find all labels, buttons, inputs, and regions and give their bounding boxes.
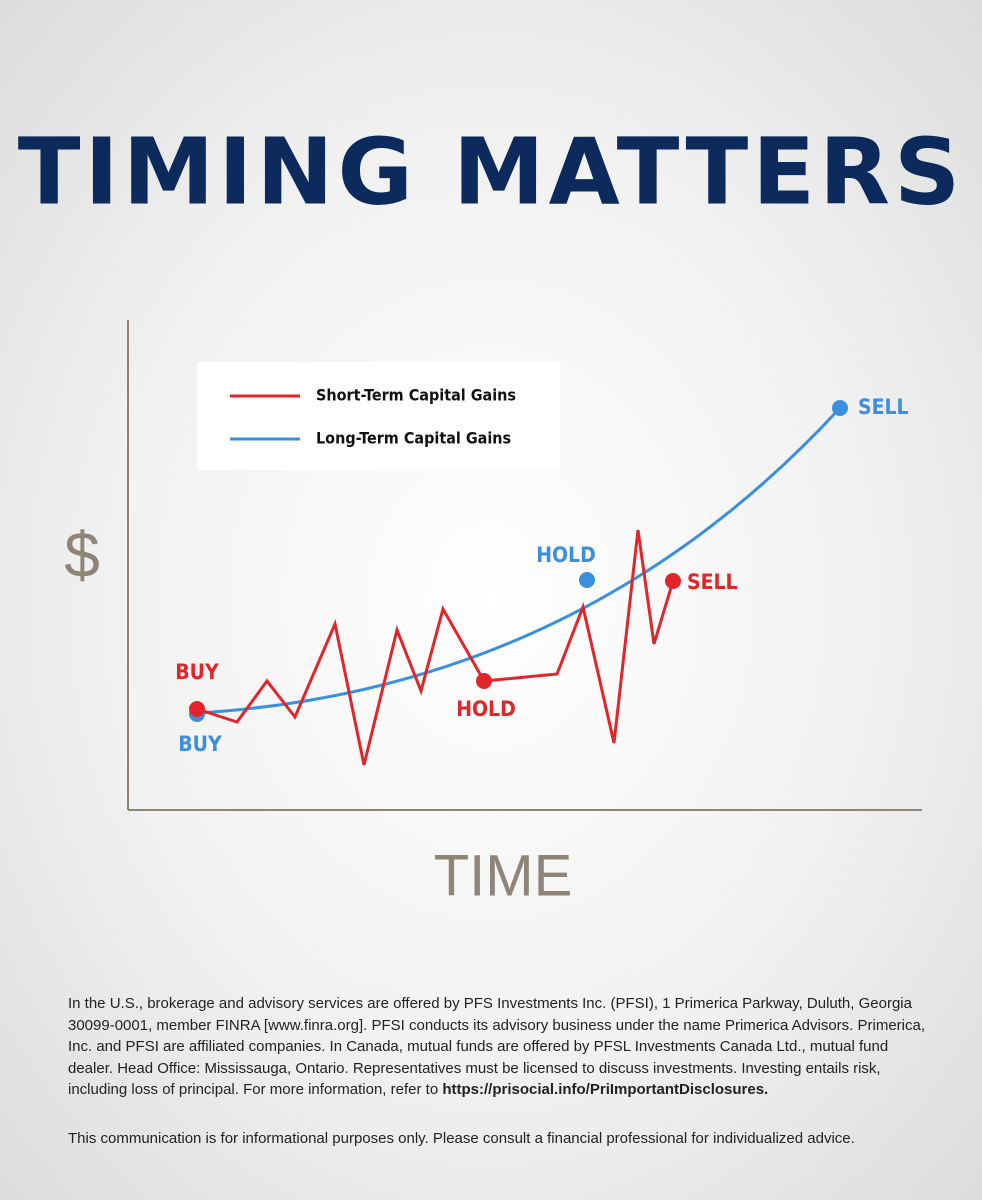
annotation: HOLD: [536, 543, 596, 567]
short-buy-dot: [189, 701, 205, 717]
annotation: HOLD: [456, 697, 516, 721]
legend-label: Short-Term Capital Gains: [316, 386, 516, 405]
annotation: BUY: [178, 732, 222, 756]
annotation: SELL: [687, 570, 738, 594]
note: This communication is for informational …: [68, 1130, 855, 1147]
short-term-line: [196, 529, 675, 766]
title: TIMING MATTERS: [18, 118, 965, 225]
short-sell-dot: [665, 573, 681, 589]
disclosure-link[interactable]: https://prisocial.info/PriImportantDiscl…: [442, 1081, 769, 1098]
disclosure-text: In the U.S., brokerage and advisory serv…: [68, 995, 926, 1098]
annotation: BUY: [175, 660, 219, 684]
long-sell-dot: [832, 400, 848, 416]
y-label: $: [64, 519, 100, 591]
long-hold-dot: [579, 572, 595, 588]
disclosure: In the U.S., brokerage and advisory serv…: [68, 993, 928, 1101]
long-term-line: [196, 406, 842, 715]
short-hold-dot: [476, 673, 492, 689]
legend-label: Long-Term Capital Gains: [316, 429, 511, 448]
x-label: TIME: [434, 843, 573, 908]
legend-box: [197, 362, 560, 470]
annotation: SELL: [858, 395, 909, 419]
